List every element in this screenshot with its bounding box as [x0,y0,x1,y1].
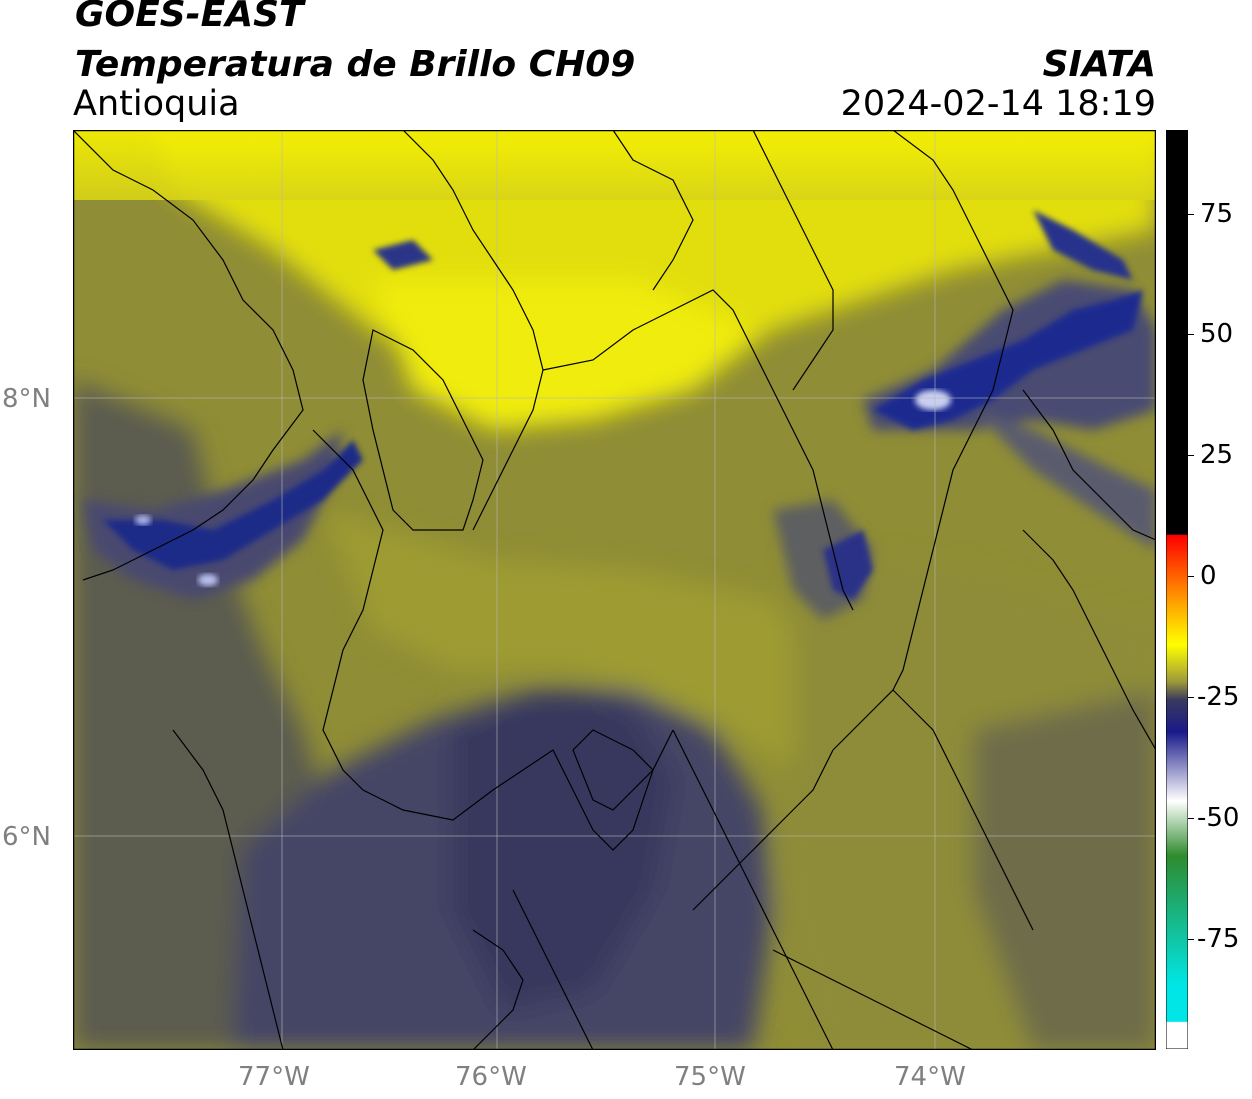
agency-label: SIATA [1042,44,1156,85]
brightness-temperature-map [73,130,1156,1050]
product-title: Temperatura de Brillo CH09 [75,44,636,85]
colorbar-tick-50: 50 [1200,319,1234,349]
coldest-cloud-top [915,390,951,410]
y-tick-8n: 8°N [2,384,51,414]
colorbar-tick-neg25: -25 [1197,682,1240,712]
y-tick-6n: 6°N [2,822,51,852]
colorbar [1166,130,1188,1049]
x-tick-75w: 75°W [674,1062,746,1092]
central-east-convection [823,530,873,600]
region-label: Antioquia [73,84,240,124]
western-deep-convection [103,440,363,570]
satellite-title: GOES-EAST [75,0,304,35]
south-center-cold-core [453,690,673,1010]
colorbar-tick-25: 25 [1200,440,1234,470]
colorbar-tick-0: 0 [1200,561,1217,591]
x-tick-74w: 74°W [894,1062,966,1092]
x-tick-77w: 77°W [238,1062,310,1092]
east-slate-zone [973,690,1156,1050]
datetime-label: 2024-02-14 18:19 [840,84,1156,124]
colorbar-tick-neg50: -50 [1197,803,1240,833]
northeast-convection [1033,210,1133,280]
colorbar-tick-neg75: -75 [1197,924,1240,954]
grid-lines [73,130,1156,1050]
colorbar-tick-75: 75 [1200,199,1234,229]
northwest-cloud-patch [373,240,433,270]
boundary-lines [73,130,1156,1050]
x-tick-76w: 76°W [455,1062,527,1092]
central-olive-band [323,510,833,770]
southeastern-cloud-streak [973,410,1156,550]
